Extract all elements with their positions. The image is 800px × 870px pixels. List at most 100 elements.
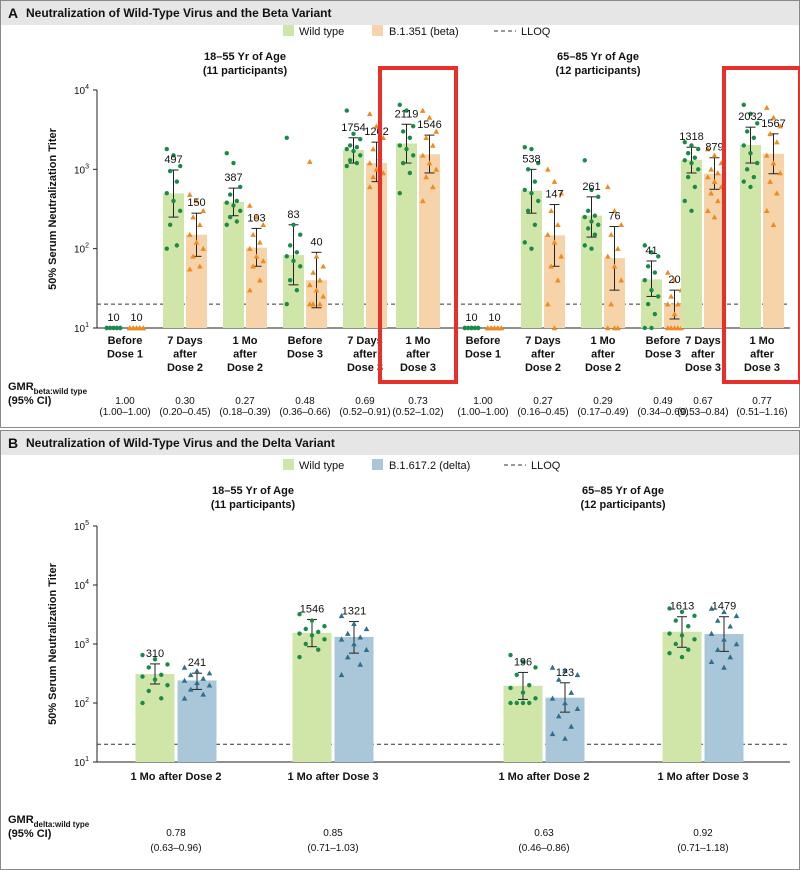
data-point: [544, 166, 551, 172]
data-label: 1754: [341, 122, 365, 134]
category-label: Before: [288, 335, 323, 347]
bar-variant: [704, 633, 744, 762]
data-point: [238, 208, 243, 214]
data-point: [357, 634, 364, 640]
group-subtitle: (12 participants): [581, 499, 666, 511]
data-label: 150: [187, 197, 205, 209]
data-point: [118, 325, 123, 331]
bar-wild: [223, 202, 244, 328]
data-point: [309, 633, 315, 638]
data-label: 10: [107, 312, 119, 324]
data-point: [227, 192, 233, 197]
data-point: [642, 278, 647, 283]
data-label: 10: [465, 312, 477, 324]
data-point: [642, 243, 647, 248]
data-point: [549, 695, 556, 701]
data-point: [186, 266, 193, 272]
data-label: 1546: [417, 119, 441, 131]
data-point: [200, 691, 207, 697]
data-point: [671, 325, 678, 331]
category-label: Dose 2: [167, 362, 203, 374]
panel-header: [1, 1, 799, 25]
category-label: after: [750, 349, 775, 361]
data-point: [224, 222, 229, 227]
data-point: [548, 208, 554, 214]
data-point: [284, 301, 289, 307]
y-tick-label: 102: [74, 243, 89, 256]
data-point: [604, 184, 611, 190]
panel-A: A Neutralization of Wild-Type Virus and t…: [0, 0, 800, 428]
data-point: [692, 637, 697, 642]
data-point: [287, 243, 293, 248]
data-point: [253, 253, 260, 259]
data-point: [645, 264, 651, 269]
data-point: [704, 208, 711, 214]
data-point: [656, 254, 661, 259]
data-point: [533, 696, 538, 701]
data-point: [774, 190, 780, 196]
y-tick-label: 103: [74, 163, 89, 176]
data-point: [430, 184, 436, 190]
data-label: 123: [556, 667, 574, 679]
data-point: [174, 179, 180, 184]
data-point: [671, 277, 678, 283]
group-subtitle: (12 participants): [556, 65, 641, 77]
data-point: [551, 239, 558, 245]
data-point: [536, 198, 541, 204]
gmr-ci: (0.52–0.91): [339, 407, 390, 418]
data-point: [549, 731, 556, 737]
data-point: [692, 613, 697, 619]
data-point: [714, 617, 721, 623]
data-point: [582, 214, 587, 220]
gmr-value: 1.00: [473, 396, 493, 407]
data-point: [407, 170, 413, 176]
data-point: [520, 700, 526, 706]
bar-wild: [163, 193, 184, 328]
data-point: [555, 713, 562, 719]
gmr-value: 0.30: [175, 396, 195, 407]
data-label: 538: [522, 153, 540, 165]
data-point: [294, 287, 300, 293]
gmr-value: 0.48: [295, 396, 315, 407]
data-point: [508, 700, 513, 706]
data-point: [558, 190, 565, 196]
data-point: [596, 194, 601, 200]
data-point: [748, 184, 753, 190]
gmr-ci: (0.63–0.96): [150, 843, 201, 854]
data-label: 387: [224, 172, 242, 184]
data-point: [126, 325, 133, 331]
category-label: Dose 2: [227, 362, 263, 374]
data-point: [354, 160, 360, 166]
data-point: [310, 269, 316, 275]
data-point: [206, 682, 213, 688]
data-point: [404, 108, 409, 113]
data-point: [400, 160, 406, 166]
data-point: [167, 222, 173, 227]
data-point: [585, 226, 591, 231]
data-point: [411, 153, 416, 158]
data-point: [187, 686, 194, 692]
data-point: [186, 231, 193, 237]
data-point: [370, 174, 376, 180]
data-point: [419, 152, 426, 158]
data-point: [140, 652, 145, 658]
bar-variant: [704, 173, 725, 328]
data-point: [608, 301, 614, 307]
data-point: [111, 325, 116, 331]
bar-variant: [763, 153, 784, 328]
category-label: Dose 3: [685, 362, 721, 374]
category-label: 7 Days: [347, 335, 382, 347]
data-point: [234, 219, 240, 224]
data-point: [104, 325, 109, 331]
category-label: 1 Mo after Dose 2: [130, 771, 221, 783]
data-point: [366, 111, 373, 117]
legend: Wild type B.1.351 (beta) LLOQ: [283, 25, 551, 38]
data-point: [582, 243, 587, 248]
legend-label: LLOQ: [531, 460, 561, 472]
data-point: [320, 293, 327, 299]
category-label: Before: [108, 335, 143, 347]
data-point: [741, 102, 746, 108]
data-point: [704, 146, 711, 152]
data-point: [675, 301, 681, 307]
